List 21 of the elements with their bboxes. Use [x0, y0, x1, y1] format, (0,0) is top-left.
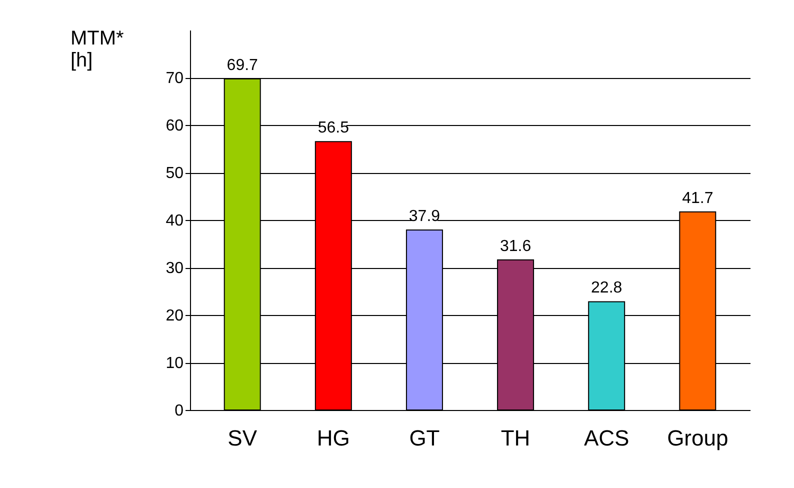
y-tick-label: 70	[166, 70, 184, 87]
y-axis-title: MTM* [h]	[70, 28, 124, 72]
data-label: 69.7	[226, 56, 258, 74]
data-label: 41.7	[682, 190, 714, 207]
x-tick-label: SV	[228, 426, 258, 450]
data-label: 37.9	[408, 208, 440, 225]
y-tick-label: 20	[166, 308, 184, 324]
x-tick-label: Group	[667, 426, 728, 450]
data-label: 56.5	[318, 120, 350, 137]
x-tick-label: GT	[409, 426, 440, 450]
y-tick-label: 30	[166, 260, 184, 277]
x-tick-label: HG	[316, 426, 350, 450]
y-tick-label: 10	[166, 355, 184, 372]
y-tick-label: 50	[166, 165, 184, 182]
x-tick-label: TH	[500, 426, 530, 450]
y-tick-label: 0	[174, 402, 184, 420]
data-label: 31.6	[500, 238, 532, 255]
x-tick-label: ACS	[584, 426, 630, 450]
data-label: 22.8	[591, 280, 622, 297]
y-tick-label: 40	[166, 212, 184, 230]
y-tick-label: 60	[166, 118, 184, 134]
